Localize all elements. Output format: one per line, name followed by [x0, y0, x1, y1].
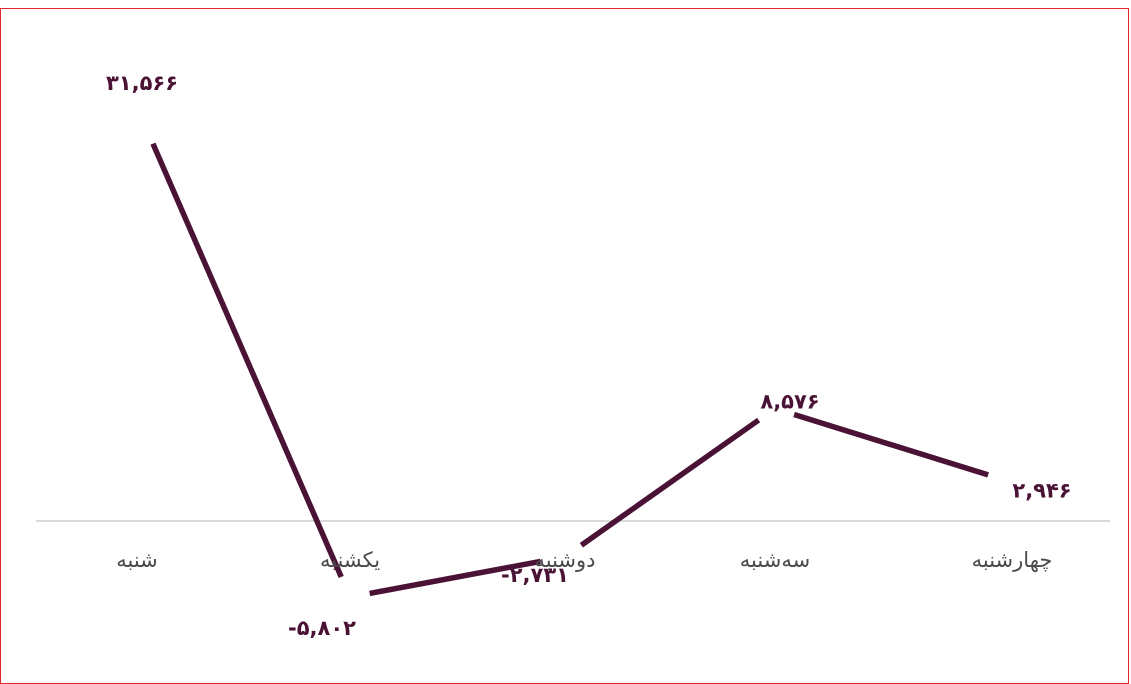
category-label: سه‌شنبه [740, 548, 810, 572]
category-label: شنبه [116, 548, 158, 572]
data-label: -۵,۸۰۲ [288, 616, 356, 640]
category-label: یکشنبه [320, 548, 380, 572]
data-label: ۳۱,۵۶۶ [106, 71, 178, 95]
data-label: ۲,۹۴۶ [1012, 478, 1071, 502]
chart-frame [0, 8, 1129, 684]
data-label: -۲,۷۳۱ [501, 563, 569, 587]
category-label: دوشنبه [534, 548, 595, 572]
category-labels: شنبه یکشنبه دوشنبه سه‌شنبه چهارشنبه [116, 548, 1052, 572]
series-segment [150, 142, 344, 579]
cropped-header [0, 0, 1131, 8]
series-segment [369, 558, 541, 597]
series-line [150, 142, 989, 597]
series-segment [579, 417, 761, 548]
series-segment [793, 411, 989, 478]
category-label: چهارشنبه [972, 548, 1053, 572]
data-labels: ۳۱,۵۶۶ -۵,۸۰۲ -۲,۷۳۱ ۸,۵۷۶ ۲,۹۴۶ [106, 71, 1072, 640]
data-label: ۸,۵۷۶ [760, 390, 819, 414]
